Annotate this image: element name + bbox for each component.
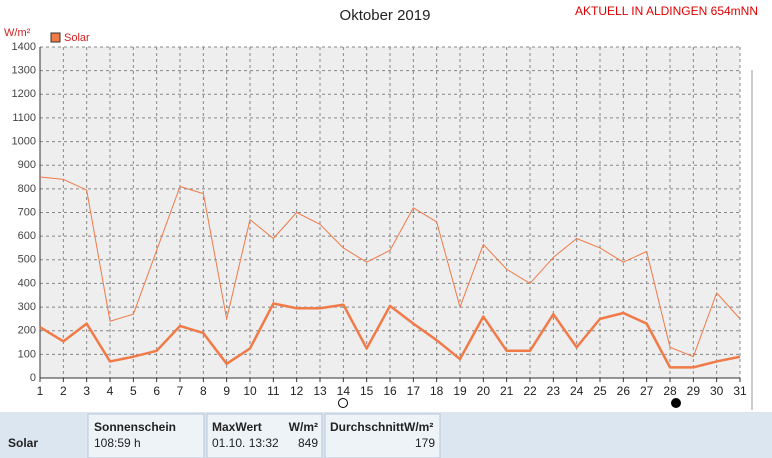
y-tick-label: 1200 [12, 88, 36, 100]
y-tick-label: 0 [30, 372, 36, 384]
table-cell [87, 413, 205, 458]
table-header: W/m² [289, 420, 318, 434]
y-tick-label: 400 [18, 277, 36, 289]
x-tick-label: 19 [453, 384, 467, 398]
x-tick-label: 6 [153, 384, 160, 398]
y-tick-label: 1300 [12, 65, 36, 77]
x-tick-label: 16 [383, 384, 397, 398]
x-tick-label: 3 [83, 384, 90, 398]
y-tick-label: 500 [18, 254, 36, 266]
station-note: AKTUELL IN ALDINGEN 654mNN [575, 4, 758, 18]
y-tick-label: 100 [18, 348, 36, 360]
y-tick-label: 200 [18, 325, 36, 337]
chart-title: Oktober 2019 [340, 7, 431, 24]
table-header: MaxWert [212, 420, 262, 434]
x-tick-label: 27 [640, 384, 654, 398]
x-tick-label: 12 [290, 384, 304, 398]
table-cell [324, 413, 441, 458]
legend-swatch [50, 32, 61, 43]
x-tick-label: 2 [60, 384, 67, 398]
series-line [39, 302, 741, 369]
x-tick-label: 14 [337, 384, 351, 398]
x-tick-label: 8 [200, 384, 207, 398]
y-tick-label: 1000 [12, 135, 36, 147]
x-tick-label: 25 [593, 384, 607, 398]
legend-label: Solar [64, 32, 90, 44]
x-tick-label: 1 [37, 384, 44, 398]
table-header: DurchschnittW/m² [330, 420, 433, 434]
x-tick-label: 30 [710, 384, 724, 398]
moon-new [671, 398, 681, 408]
x-tick-label: 5 [130, 384, 137, 398]
y-tick-label: 600 [18, 230, 36, 242]
x-tick-label: 17 [407, 384, 421, 398]
table-cell-text: 179 [415, 436, 435, 450]
x-tick-label: 13 [313, 384, 327, 398]
table-row-label: Solar [8, 436, 38, 450]
x-tick-label: 31 [733, 384, 747, 398]
y-tick-label: 1400 [12, 41, 36, 53]
y-tick-label: 900 [18, 159, 36, 171]
x-tick-label: 28 [663, 384, 677, 398]
table-cell-text: 849 [298, 436, 318, 450]
x-tick-label: 23 [547, 384, 561, 398]
x-tick-label: 10 [243, 384, 257, 398]
x-tick-label: 29 [687, 384, 701, 398]
x-tick-label: 26 [617, 384, 631, 398]
table-cell-text: 108:59 h [94, 436, 141, 450]
x-tick-label: 22 [523, 384, 537, 398]
x-tick-label: 15 [360, 384, 374, 398]
y-tick-label: 1100 [12, 112, 36, 124]
x-tick-label: 21 [500, 384, 514, 398]
x-tick-label: 4 [107, 384, 114, 398]
table-header: Sonnenschein [94, 420, 176, 434]
y-tick-label: 300 [18, 301, 36, 313]
x-tick-label: 20 [477, 384, 491, 398]
y-axis-label: W/m² [4, 27, 31, 39]
moon-full [338, 398, 348, 408]
x-tick-label: 18 [430, 384, 444, 398]
y-tick-label: 800 [18, 183, 36, 195]
x-tick-label: 9 [223, 384, 230, 398]
x-tick-label: 11 [267, 384, 280, 398]
table-cell-text: 01.10. 13:32 [212, 436, 279, 450]
x-tick-label: 7 [177, 384, 184, 398]
y-tick-label: 700 [18, 206, 36, 218]
series-line [39, 176, 741, 358]
x-tick-label: 24 [570, 384, 584, 398]
table-cell [206, 413, 323, 458]
